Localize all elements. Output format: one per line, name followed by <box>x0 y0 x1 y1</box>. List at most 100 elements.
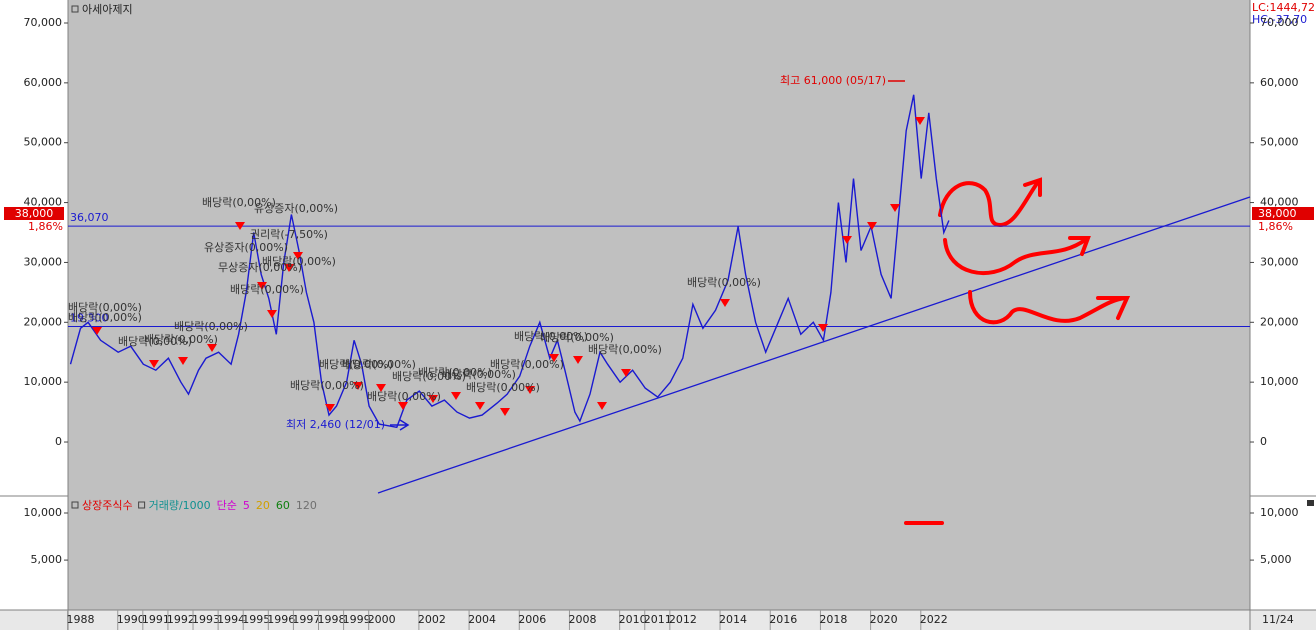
event-annotation: 배당락(0,00%) <box>540 331 614 344</box>
event-marker <box>353 382 363 390</box>
legend-entry: 120 <box>296 499 317 512</box>
event-marker <box>842 236 852 244</box>
date-label: 11/24 <box>1262 613 1294 626</box>
x-tick-label: 2012 <box>669 613 697 626</box>
y-tick-label: 20,000 <box>24 315 63 328</box>
y-tick-label: 50,000 <box>1260 136 1299 149</box>
event-annotation: 배당락(0,00%) <box>367 390 441 403</box>
event-marker <box>867 222 877 230</box>
x-tick-label: 2014 <box>719 613 747 626</box>
event-marker <box>284 264 294 272</box>
y-tick-label: 10,000 <box>24 506 63 519</box>
legend-entry: 60 <box>276 499 290 512</box>
x-tick-label: 2018 <box>819 613 847 626</box>
legend-box <box>138 501 146 509</box>
event-marker <box>178 357 188 365</box>
event-marker <box>398 402 408 410</box>
event-marker <box>451 392 461 400</box>
x-tick-label: 2000 <box>368 613 396 626</box>
y-tick-label: 0 <box>1260 435 1267 448</box>
event-annotation: 권리락(-7,50%) <box>250 228 328 241</box>
arrow-head <box>1068 236 1091 256</box>
event-annotation: 배당락(0,00%) <box>490 358 564 371</box>
y-tick-label: 40,000 <box>1260 196 1299 209</box>
event-annotation: 배당락(0,00%) <box>319 358 393 371</box>
hc-label: HC:-37,70 <box>1252 13 1307 26</box>
chart-title: 아세아제지 <box>82 3 133 16</box>
event-annotation: 배당락(0,00%) <box>118 335 192 348</box>
event-annotation: 배당락(0,00%) <box>144 333 218 346</box>
arrow <box>968 290 1127 325</box>
x-tick-label: 2008 <box>568 613 596 626</box>
x-axis-strip <box>0 610 1316 630</box>
arrow-head <box>1096 296 1131 320</box>
panel-button[interactable] <box>1307 500 1314 506</box>
event-marker <box>890 204 900 212</box>
volume-panel <box>68 497 1250 610</box>
arrow <box>938 180 1040 228</box>
x-tick-label: 2020 <box>870 613 898 626</box>
arrow-head <box>1023 177 1042 197</box>
x-tick-label: 1995 <box>242 613 270 626</box>
event-marker <box>293 252 303 260</box>
x-tick-label: 2010 <box>619 613 647 626</box>
event-marker <box>621 369 631 377</box>
y-tick-label: 0 <box>55 435 62 448</box>
event-annotation: 배당락(0,00%) <box>68 311 142 324</box>
event-annotation: 배당락(0,00%) <box>68 301 142 314</box>
x-tick-label: 1990 <box>117 613 145 626</box>
event-annotation: 배당락(0,00%) <box>588 343 662 356</box>
legend-entry: 상장주식수 <box>82 499 133 512</box>
price-tag-box <box>1252 207 1314 220</box>
event-annotation: 배당락(0,00%) <box>290 379 364 392</box>
event-annotation: 배당락(0,00%) <box>442 368 516 381</box>
event-marker <box>915 117 925 125</box>
y-tick-label: 10,000 <box>1260 375 1299 388</box>
y-tick-label: 5,000 <box>31 553 63 566</box>
x-tick-label: 1997 <box>292 613 320 626</box>
y-tick-label: 60,000 <box>1260 76 1299 89</box>
event-annotation: 배당락(0,00%) <box>342 358 416 371</box>
x-tick-label: 1992 <box>167 613 195 626</box>
price-panel <box>68 0 1250 495</box>
event-marker <box>573 356 583 364</box>
event-annotation: 무상증자(0,00%) <box>218 261 302 274</box>
legend-entry: 단순 <box>217 499 237 512</box>
event-marker <box>818 324 828 332</box>
event-annotation: 배당락(0,00%) <box>202 196 276 209</box>
price-line <box>69 94 950 429</box>
y-tick-label: 70,000 <box>1260 16 1299 29</box>
x-tick-label: 2006 <box>518 613 546 626</box>
x-tick-label: 2002 <box>418 613 446 626</box>
y-tick-label: 20,000 <box>1260 315 1299 328</box>
low-label: 최저 2,460 (12/01) <box>286 418 385 431</box>
event-marker <box>525 386 535 394</box>
event-annotation: 배당락(0,00%) <box>392 370 466 383</box>
event-marker <box>720 299 730 307</box>
high-label: 최고 61,000 (05/17) <box>780 74 886 87</box>
x-tick-label: 2022 <box>920 613 948 626</box>
event-marker <box>235 222 245 230</box>
arrow <box>943 238 1087 276</box>
event-annotation: 배당락(0,00%) <box>418 366 492 379</box>
event-marker <box>376 384 386 392</box>
event-marker <box>500 408 510 416</box>
y-tick-label: 50,000 <box>24 136 63 149</box>
event-marker <box>257 282 267 290</box>
x-tick-label: 1998 <box>318 613 346 626</box>
event-annotation: 배당락(0,00%) <box>514 330 588 343</box>
y-tick-label: 30,000 <box>1260 255 1299 268</box>
y-tick-label: 10,000 <box>24 375 63 388</box>
event-marker <box>325 404 335 412</box>
x-tick-label: 1988 <box>67 613 95 626</box>
y-tick-label: 40,000 <box>24 196 63 209</box>
price-tag: 38,000 <box>15 207 54 220</box>
legend-entry: 5 <box>243 499 250 512</box>
event-annotation: 배당락(0,00%) <box>687 276 761 289</box>
legend-box <box>71 501 79 509</box>
event-annotation: 배당락(0,00%) <box>262 255 336 268</box>
x-tick-label: 1996 <box>267 613 295 626</box>
hand-drawn-arrows <box>904 177 1131 525</box>
level-label: 36,070 <box>70 211 109 224</box>
